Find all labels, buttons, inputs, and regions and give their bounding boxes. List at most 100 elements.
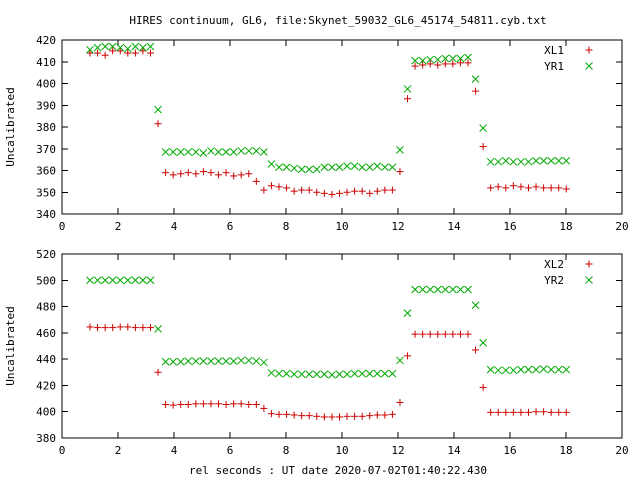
data-point-stroke [418,285,427,294]
data-point-stroke [312,370,321,379]
data-point [154,368,162,376]
y-tick-label: 400 [36,406,56,419]
data-point-stroke [131,276,140,285]
data-point-stroke [320,370,329,379]
data-point [207,400,215,408]
data-point-stroke [222,148,230,156]
data-point-stroke [358,369,367,378]
data-point-stroke [486,157,495,166]
data-point [380,369,389,378]
data-point [267,410,275,418]
data-point [108,276,117,285]
data-point [343,412,351,420]
chart-title: HIRES continuum, GL6, file:Skynet_59032_… [129,14,546,27]
top-panel: 0 2 4 6 8 10 12 14 16 18 20 340 350 360 370 380 390 400 41… [4,34,629,233]
data-point [252,177,260,185]
data-point [313,188,321,196]
data-point-stroke [176,357,185,366]
data-point-stroke [229,357,238,365]
data-point [86,323,94,331]
x-tick-label: 4 [171,444,178,457]
data-point-stroke [101,276,109,285]
data-point-stroke [93,43,102,52]
data-point-stroke [426,285,435,294]
data-point [524,184,532,192]
data-point [215,171,223,179]
y-tick-label: 520 [36,248,56,261]
data-point [282,163,291,172]
data-point-stroke [282,369,291,378]
data-point-stroke [358,163,367,172]
data-point [312,165,321,174]
data-point [94,49,102,57]
data-point-stroke [524,157,533,166]
y-axis-label: Uncalibrated [4,87,17,166]
data-point [418,285,427,294]
data-point-stroke [131,42,140,51]
data-point-stroke [146,42,155,51]
data-point [464,330,472,338]
data-point [237,171,245,179]
data-point-stroke [290,164,298,173]
data-point [184,400,192,408]
data-point [456,59,464,67]
x-tick-label: 6 [227,220,234,233]
data-point-stroke [524,365,533,374]
data-point-stroke [154,105,162,114]
data-point [199,400,207,408]
data-point [320,413,328,421]
legend-marker-stroke [585,276,593,284]
data-point-stroke [312,165,321,174]
data-point [365,163,374,172]
data-point [320,370,329,379]
data-point [517,408,525,416]
data-point [275,183,283,191]
data-point [229,357,238,365]
data-point [207,147,215,155]
data-point [116,43,125,52]
data-point-stroke [388,369,397,378]
data-point-stroke [562,365,571,374]
data-point [169,148,178,156]
data-point [267,369,276,377]
data-point [403,309,412,317]
legend-marker [585,276,593,284]
data-point [562,156,571,165]
data-point [494,366,503,375]
data-point [509,182,517,190]
data-point-stroke [456,54,465,63]
data-point [547,365,556,374]
x-tick-label: 6 [227,444,234,457]
data-point [199,149,208,157]
data-point [449,330,457,338]
data-point-stroke [260,148,268,156]
data-point-stroke [547,156,556,165]
data-point [343,370,351,379]
data-point [116,47,124,55]
data-point [199,168,207,176]
data-point [562,365,571,374]
data-point [290,411,298,419]
data-point [298,412,306,420]
data-point-stroke [123,44,132,53]
data-point [426,330,434,338]
data-point [244,356,253,365]
data-point [93,276,102,285]
data-point [93,43,102,52]
data-point-stroke [154,325,162,333]
data-point-stroke [486,365,495,374]
legend-label: YR1 [544,60,564,73]
data-point [479,143,487,151]
data-point [404,352,412,360]
data-point [116,276,125,285]
data-point [101,42,109,51]
data-point-stroke [350,162,359,171]
data-point-stroke [176,148,185,156]
data-point [351,187,359,195]
data-point [237,147,246,155]
data-point-stroke [275,369,283,378]
x-tick-label: 4 [171,220,178,233]
data-point [252,357,261,365]
data-point [244,147,253,155]
data-point-stroke [539,365,548,373]
